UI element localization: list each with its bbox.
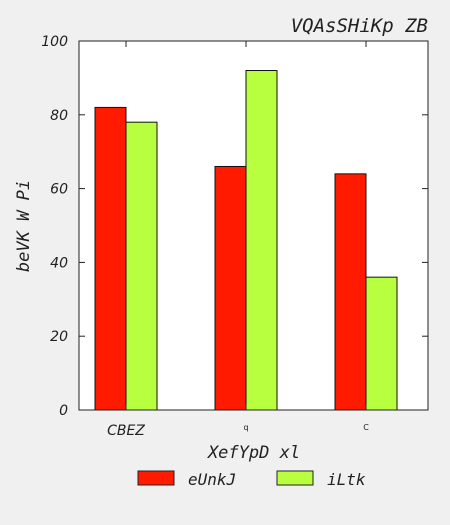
x-tick-label: C <box>363 423 369 432</box>
bar-iltk-2 <box>365 276 398 411</box>
bar-eunkj-2 <box>334 173 367 411</box>
bar-eunkj-1 <box>214 165 247 411</box>
y-tick-label: 100 <box>41 34 68 50</box>
y-tick-label: 80 <box>50 108 68 124</box>
bars-group <box>94 70 398 411</box>
bar-eunkj-0 <box>94 106 127 411</box>
legend-swatch-eunkj <box>137 470 175 486</box>
bar-iltk-1 <box>245 70 278 411</box>
y-tick-label: 40 <box>50 255 68 271</box>
chart-title: VQAsSHiKp ZB <box>291 15 428 37</box>
x-axis-label: XefYpD xl <box>206 443 300 463</box>
y-tick-label: 20 <box>50 329 68 345</box>
y-axis-label: beVK W Pi <box>14 180 34 272</box>
y-tick-label: 0 <box>59 403 68 419</box>
legend-label-iltk: iLtk <box>327 470 366 489</box>
legend: eUnkJ iLtk <box>137 470 366 489</box>
plot-frame <box>78 40 429 411</box>
y-ticks: 0 20 40 60 80 100 <box>41 34 428 419</box>
x-tick-label: CBEZ <box>107 423 145 439</box>
bar-iltk-0 <box>125 121 158 411</box>
legend-label-eunkj: eUnkJ <box>188 470 236 489</box>
legend-swatch-iltk <box>276 470 314 486</box>
x-ticks: CBEZ q C <box>107 41 369 439</box>
x-tick-label: q <box>243 423 248 432</box>
y-tick-label: 60 <box>50 182 68 198</box>
